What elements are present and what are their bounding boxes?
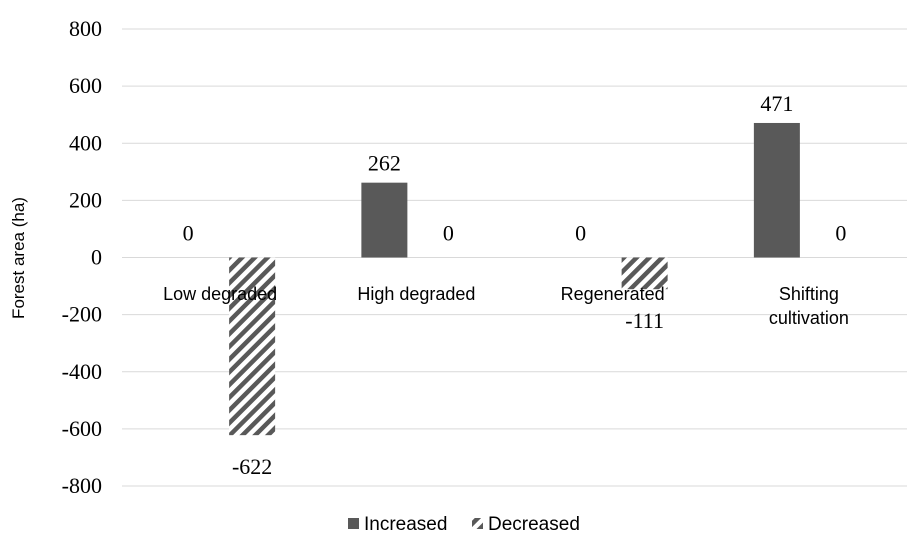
legend-swatch-increased (348, 518, 359, 529)
category-label: Shifting (779, 284, 839, 304)
increased-bar (753, 122, 800, 258)
y-tick-label: 200 (69, 187, 102, 212)
increased-data-label: 0 (575, 221, 586, 246)
category-label: Regenerated (561, 284, 665, 304)
legend-swatch-decreased (472, 518, 483, 529)
legend-label-increased: Increased (364, 514, 447, 535)
decreased-data-label: 0 (835, 221, 846, 246)
y-tick-label: 400 (69, 130, 102, 155)
decreased-data-label: -622 (232, 454, 272, 479)
y-tick-label: 0 (91, 245, 102, 270)
y-tick-label: -200 (62, 302, 102, 327)
increased-data-label: 471 (760, 91, 793, 116)
decreased-bar (229, 257, 276, 436)
increased-data-label: 262 (368, 151, 401, 176)
increased-bar (361, 182, 408, 258)
y-axis-ticks: 800 600 400 200 0 -200 -400 -600 -800 (62, 16, 102, 498)
y-tick-label: -800 (62, 473, 102, 498)
decreased-data-label: 0 (443, 221, 454, 246)
legend: Increased Decreased (348, 514, 580, 535)
decreased-data-label: -111 (625, 308, 664, 333)
y-tick-label: -600 (62, 416, 102, 441)
y-tick-label: 600 (69, 73, 102, 98)
legend-label-decreased: Decreased (488, 514, 580, 535)
category-label: Low degraded (163, 284, 277, 304)
data-labels: 0 -622 262 0 0 -111 471 0 (183, 91, 847, 479)
bars (229, 122, 800, 436)
y-tick-label: -400 (62, 359, 102, 384)
category-labels: Low degraded High degraded Regenerated Shif… (163, 284, 849, 328)
y-axis-label: Forest area (ha) (9, 197, 28, 319)
y-tick-label: 800 (69, 16, 102, 41)
category-label: cultivation (769, 308, 849, 328)
decreased-bar (621, 257, 668, 290)
increased-data-label: 0 (183, 221, 194, 246)
category-label: High degraded (357, 284, 475, 304)
